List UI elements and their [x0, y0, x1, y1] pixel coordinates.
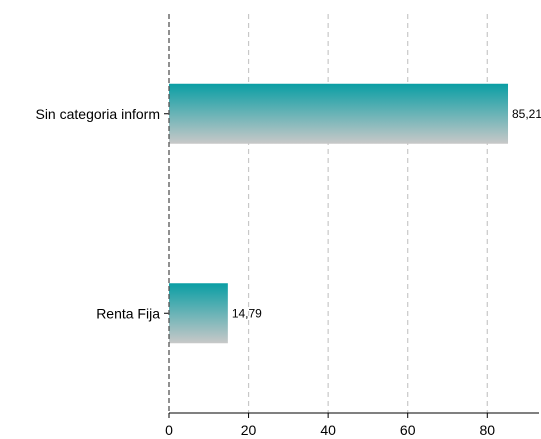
- value-label-2: 14,79: [232, 306, 262, 320]
- grid-lines: [247, 14, 488, 413]
- x-tick-label-0: 0: [165, 422, 173, 438]
- bar-1: [169, 83, 509, 144]
- x-tick-label-80: 80: [479, 422, 495, 438]
- axes: [164, 14, 539, 418]
- category-label-2: Renta Fija: [96, 305, 160, 321]
- category-label-1: Sin categoria inform: [35, 106, 160, 122]
- bars: [169, 83, 509, 344]
- bar-2: [169, 283, 228, 344]
- value-label-1: 85,21: [512, 107, 541, 121]
- x-tick-label-20: 20: [241, 422, 257, 438]
- x-tick-label-40: 40: [320, 422, 336, 438]
- labels: 85,21 Sin categoria inform 14,79 Renta Fija…: [35, 106, 541, 438]
- x-tick-label-60: 60: [400, 422, 416, 438]
